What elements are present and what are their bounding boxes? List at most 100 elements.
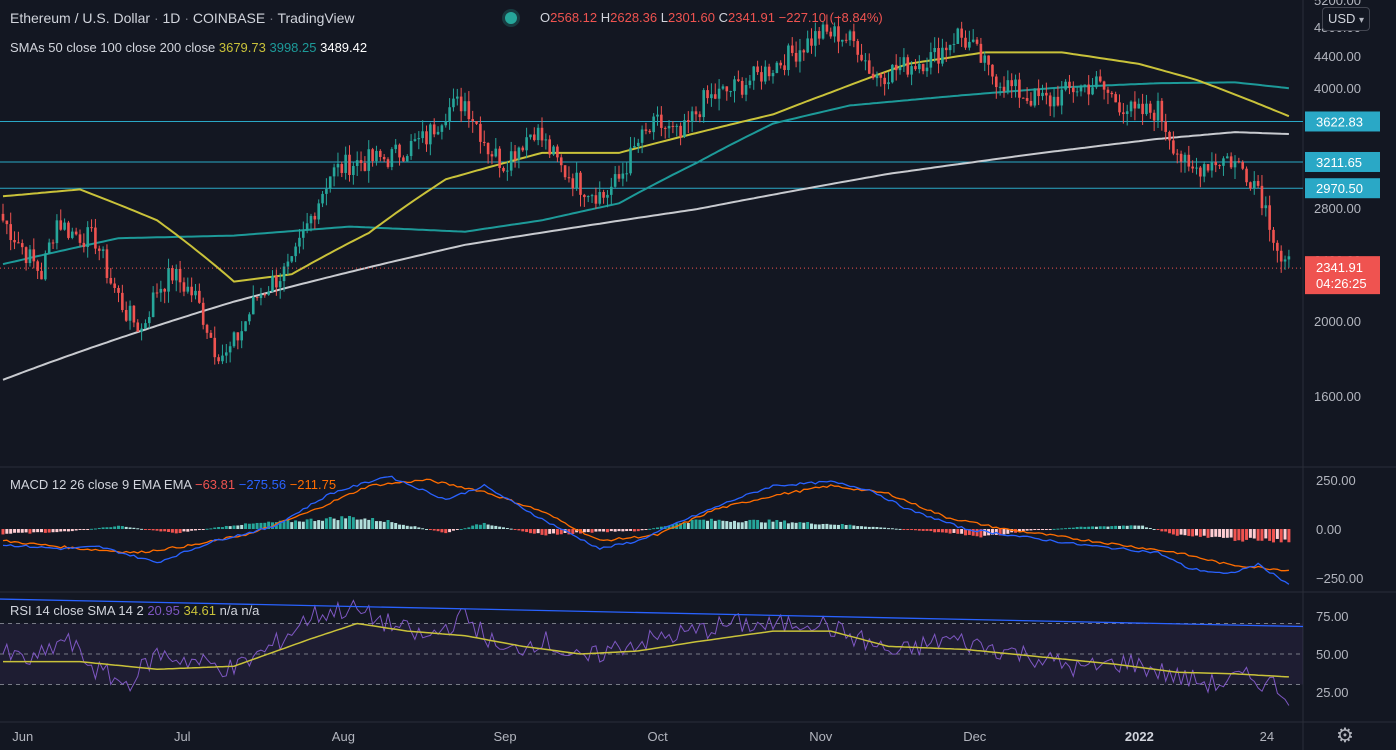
macd-hist-bar bbox=[132, 527, 136, 530]
macd-hist-bar bbox=[1017, 529, 1021, 532]
gear-icon[interactable]: ⚙ bbox=[1336, 725, 1354, 747]
macd-hist-bar bbox=[1237, 529, 1241, 541]
candle-body bbox=[86, 227, 89, 248]
macd-hist-bar bbox=[759, 522, 763, 530]
sma100-line bbox=[2, 81, 1290, 266]
macd-hist-bar bbox=[1248, 529, 1252, 538]
macd-hist-bar bbox=[659, 526, 663, 530]
candle-body bbox=[225, 352, 228, 356]
candle-body bbox=[463, 101, 467, 112]
macd-hist-bar bbox=[128, 527, 132, 530]
candle-body bbox=[729, 91, 732, 93]
candle-body bbox=[294, 246, 297, 257]
macd-hist-bar bbox=[213, 527, 217, 530]
macd-hist-bar bbox=[829, 524, 833, 530]
macd-hist-bar bbox=[117, 525, 120, 530]
rsi-legend[interactable]: RSI 14 close SMA 14 2 20.95 34.61 n/a n/… bbox=[10, 603, 259, 618]
candle-body bbox=[475, 121, 478, 124]
candle-body bbox=[833, 26, 836, 37]
candle-body bbox=[174, 268, 178, 281]
candle-body bbox=[1199, 167, 1202, 177]
candle-body bbox=[121, 292, 124, 310]
macd-hist-bar bbox=[1048, 529, 1052, 531]
candle-body bbox=[405, 156, 409, 162]
candle-body bbox=[764, 66, 767, 82]
candle-body bbox=[494, 148, 498, 157]
candle-body bbox=[328, 176, 332, 189]
macd-hist-bar bbox=[63, 529, 67, 532]
price-tick-label: 5200.00 bbox=[1314, 0, 1361, 8]
macd-hist-bar bbox=[917, 529, 921, 531]
interval[interactable]: 1D bbox=[162, 10, 181, 26]
macd-hist-bar bbox=[867, 526, 871, 530]
macd-hist-bar bbox=[244, 523, 248, 530]
macd-hist-bar bbox=[405, 525, 409, 530]
candle-body bbox=[825, 24, 829, 32]
candle-body bbox=[236, 332, 240, 341]
macd-hist-bar bbox=[786, 523, 790, 530]
macd-hist-bar bbox=[1060, 528, 1064, 530]
candle-body bbox=[671, 125, 675, 127]
level-label-bg bbox=[1305, 151, 1380, 172]
candle-body bbox=[213, 337, 217, 358]
macd-hist-bar bbox=[937, 529, 941, 533]
macd-hist-bar bbox=[113, 526, 117, 530]
macd-hist-bar bbox=[1187, 529, 1191, 536]
macd-hist-bar bbox=[779, 521, 783, 530]
macd-hist-bar bbox=[236, 525, 240, 530]
sma-legend[interactable]: SMAs 50 close 100 close 200 close 3679.7… bbox=[10, 40, 367, 55]
candle-body bbox=[1218, 165, 1221, 167]
macd-hist-bar bbox=[101, 527, 105, 530]
candle-body bbox=[444, 121, 448, 126]
candle-body bbox=[155, 292, 159, 294]
candle-body bbox=[105, 249, 109, 278]
macd-hist-bar bbox=[294, 520, 298, 530]
candle-body bbox=[117, 287, 120, 293]
rsi-trendline bbox=[0, 598, 1304, 628]
macd-legend[interactable]: MACD 12 26 close 9 EMA EMA −63.81 −275.5… bbox=[10, 477, 336, 492]
macd-hist-bar bbox=[186, 529, 190, 532]
candle-body bbox=[613, 174, 617, 187]
macd-tick-label: 0.00 bbox=[1316, 522, 1341, 537]
macd-hist-bar bbox=[301, 521, 305, 530]
macd-hist-bar bbox=[667, 525, 671, 530]
macd-hist-bar bbox=[66, 529, 70, 532]
candle-body bbox=[47, 242, 51, 254]
macd-hist-bar bbox=[636, 529, 640, 532]
macd-hist-bar bbox=[998, 529, 1002, 536]
macd-hist-bar bbox=[1218, 529, 1222, 537]
candle-body bbox=[1210, 161, 1214, 171]
candle-body bbox=[1241, 162, 1244, 169]
candle-body bbox=[1014, 79, 1017, 87]
candle-body bbox=[1129, 101, 1133, 112]
time-tick-label: Jun bbox=[12, 729, 33, 744]
macd-hist-bar bbox=[956, 529, 960, 534]
candle-body bbox=[97, 248, 101, 251]
macd-hist-bar bbox=[825, 523, 829, 530]
macd-hist-bar bbox=[398, 524, 402, 530]
currency-selector[interactable]: USD ▾ bbox=[1322, 7, 1370, 31]
macd-hist-bar bbox=[344, 518, 348, 530]
macd-hist-bar bbox=[224, 525, 228, 530]
market-status-icon[interactable] bbox=[505, 12, 517, 24]
candle-body bbox=[1264, 205, 1268, 209]
macd-hist-bar bbox=[93, 528, 97, 530]
candle-body bbox=[90, 227, 93, 229]
candle-body bbox=[36, 261, 39, 271]
candle-body bbox=[217, 357, 220, 362]
macd-hist-bar bbox=[863, 526, 867, 530]
macd-hist-bar bbox=[217, 527, 221, 530]
macd-hist-bar bbox=[1179, 529, 1183, 535]
candle-body bbox=[221, 355, 224, 362]
macd-hist-bar bbox=[679, 523, 683, 530]
candle-body bbox=[740, 80, 744, 95]
candle-body bbox=[733, 79, 736, 92]
macd-hist-bar bbox=[771, 521, 775, 530]
macd-hist-bar bbox=[394, 523, 398, 530]
open-value: 2568.12 bbox=[550, 10, 598, 25]
candle-body bbox=[178, 268, 182, 283]
macd-hist-bar bbox=[232, 525, 236, 530]
candle-body bbox=[694, 111, 698, 115]
macd-hist-bar bbox=[1198, 529, 1202, 537]
